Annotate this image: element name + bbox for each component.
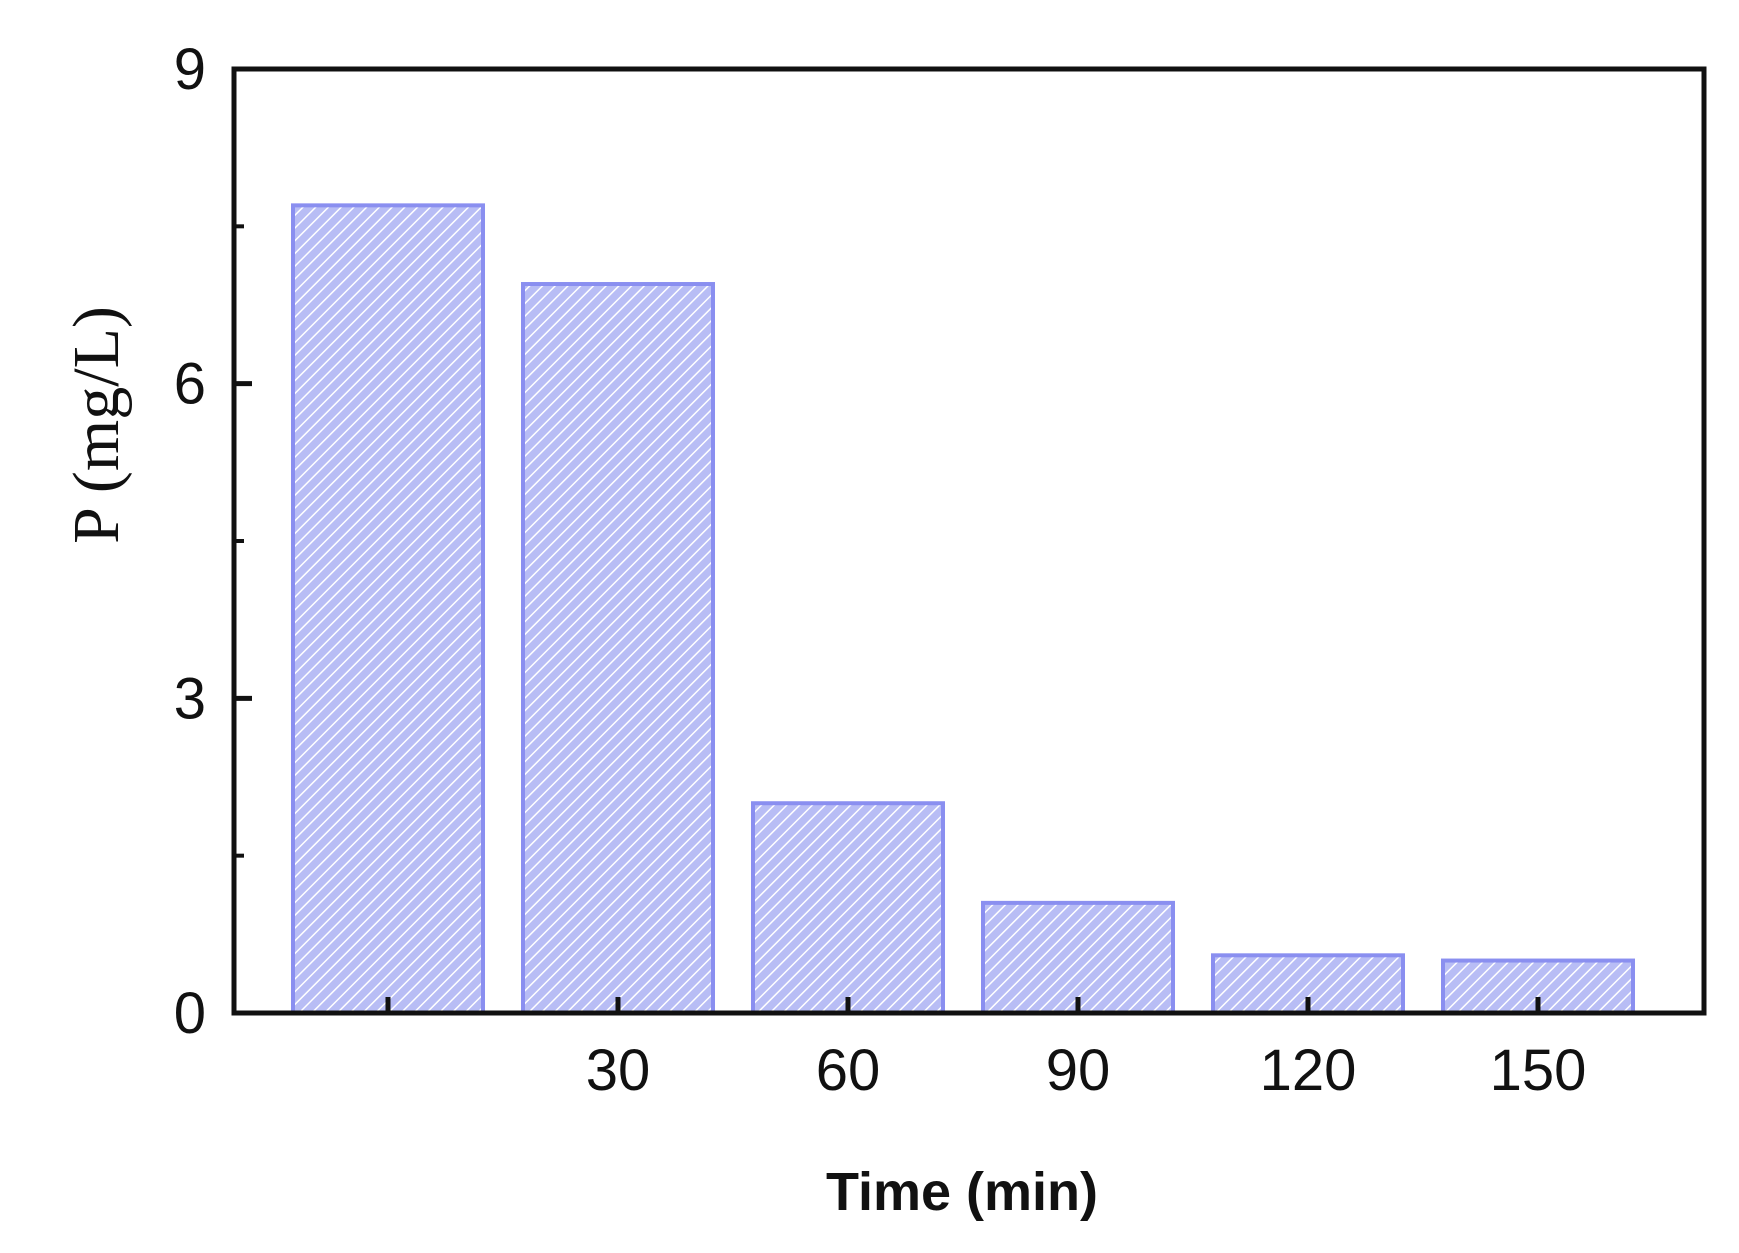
x-tick-label: 120 <box>1260 1038 1357 1103</box>
x-tick-labels: 30 60 90 120 150 <box>586 1038 1587 1103</box>
bar-0 <box>291 203 485 1016</box>
x-tick-label: 60 <box>816 1038 881 1103</box>
y-tick-label: 3 <box>174 666 206 731</box>
y-tick-label: 9 <box>174 37 206 102</box>
x-tick-label: 90 <box>1046 1038 1111 1103</box>
bar-90 <box>981 900 1175 1015</box>
y-tick-labels: 0 3 6 9 <box>174 37 206 1046</box>
x-tick-label: 30 <box>586 1038 651 1103</box>
y-tick-label: 0 <box>174 981 206 1046</box>
y-axis-label: P (mg/L) <box>60 306 133 544</box>
bars-layer <box>291 203 1635 1016</box>
plot-frame <box>231 66 1707 1016</box>
bar-30 <box>521 282 715 1015</box>
y-tick-label: 6 <box>174 352 206 417</box>
x-tick-label: 150 <box>1490 1038 1587 1103</box>
x-axis-label: Time (min) <box>826 1162 1098 1222</box>
bar-60 <box>751 801 945 1015</box>
